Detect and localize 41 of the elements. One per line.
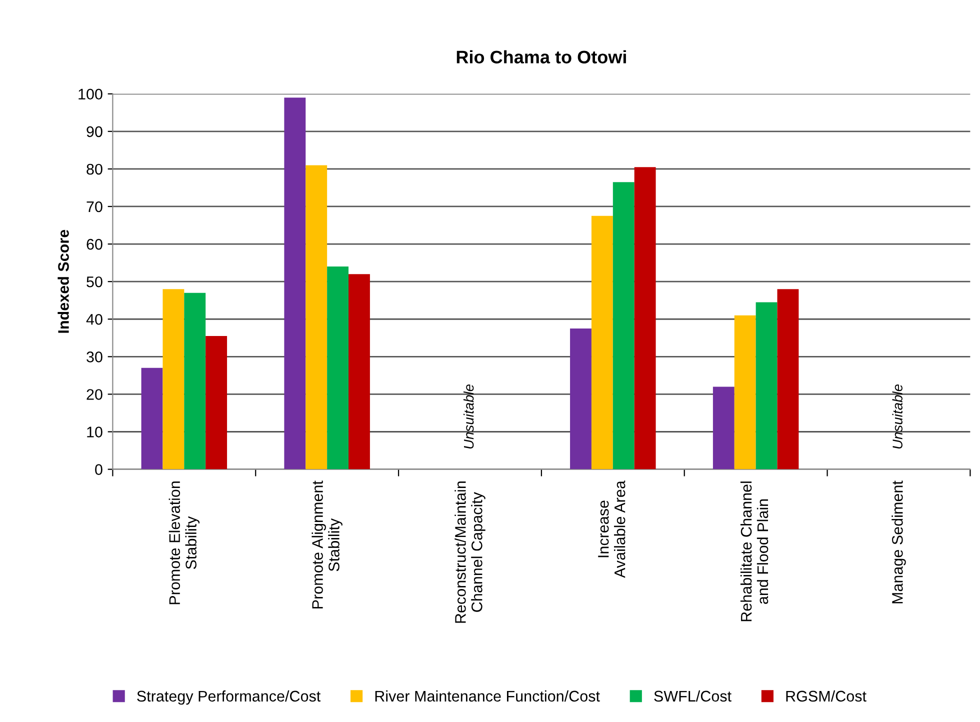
x-tick-label: Rehabilitate Channel and Flood Plain bbox=[740, 482, 768, 622]
legend-label: SWFL/Cost bbox=[654, 690, 732, 702]
bar bbox=[184, 292, 206, 470]
bar bbox=[777, 289, 799, 470]
bar bbox=[141, 368, 163, 470]
y-tick-label: 40 bbox=[86, 314, 102, 325]
x-tick-label: Reconstruct/Maintain Channel Capacity bbox=[454, 482, 486, 623]
bar bbox=[756, 302, 778, 470]
bar bbox=[712, 386, 734, 470]
y-tick-label: 100 bbox=[78, 88, 102, 100]
bar bbox=[734, 315, 756, 470]
legend-label: RGSM/Cost bbox=[786, 690, 866, 702]
annotation: Unsuitable bbox=[464, 384, 474, 449]
x-tick-label: Promote Alignment Stability bbox=[312, 480, 342, 608]
y-tick-label: 20 bbox=[86, 389, 102, 400]
y-tick-label: 60 bbox=[86, 238, 102, 250]
annotation: Unsuitable bbox=[892, 384, 902, 449]
y-tick-label: 0 bbox=[95, 464, 102, 475]
x-tick-label: Promote Elevation Stability bbox=[168, 482, 200, 604]
y-tick-label: 80 bbox=[86, 164, 102, 175]
chart-title: Rio Chama to Otowi bbox=[456, 50, 626, 64]
bar bbox=[612, 182, 634, 470]
y-tick-label: 90 bbox=[86, 126, 102, 138]
legend-label: Strategy Performance/Cost bbox=[137, 690, 321, 705]
bar bbox=[206, 336, 228, 470]
legend-label: River Maintenance Function/Cost bbox=[375, 690, 600, 702]
y-axis-title: Indexed Score bbox=[58, 230, 69, 333]
bar bbox=[634, 167, 656, 470]
bar bbox=[591, 216, 613, 470]
x-tick-label: Increase Available Area bbox=[598, 480, 626, 578]
y-tick-label: 50 bbox=[86, 276, 102, 288]
y-tick-label: 70 bbox=[86, 201, 102, 212]
bar bbox=[570, 328, 592, 470]
bar bbox=[348, 274, 370, 470]
bar bbox=[306, 165, 328, 470]
bar bbox=[327, 266, 349, 470]
bar bbox=[162, 289, 184, 470]
bar bbox=[284, 98, 306, 470]
y-tick-label: 30 bbox=[86, 352, 102, 362]
x-tick-label: Manage Sediment bbox=[892, 480, 906, 604]
y-tick-label: 10 bbox=[87, 426, 102, 438]
